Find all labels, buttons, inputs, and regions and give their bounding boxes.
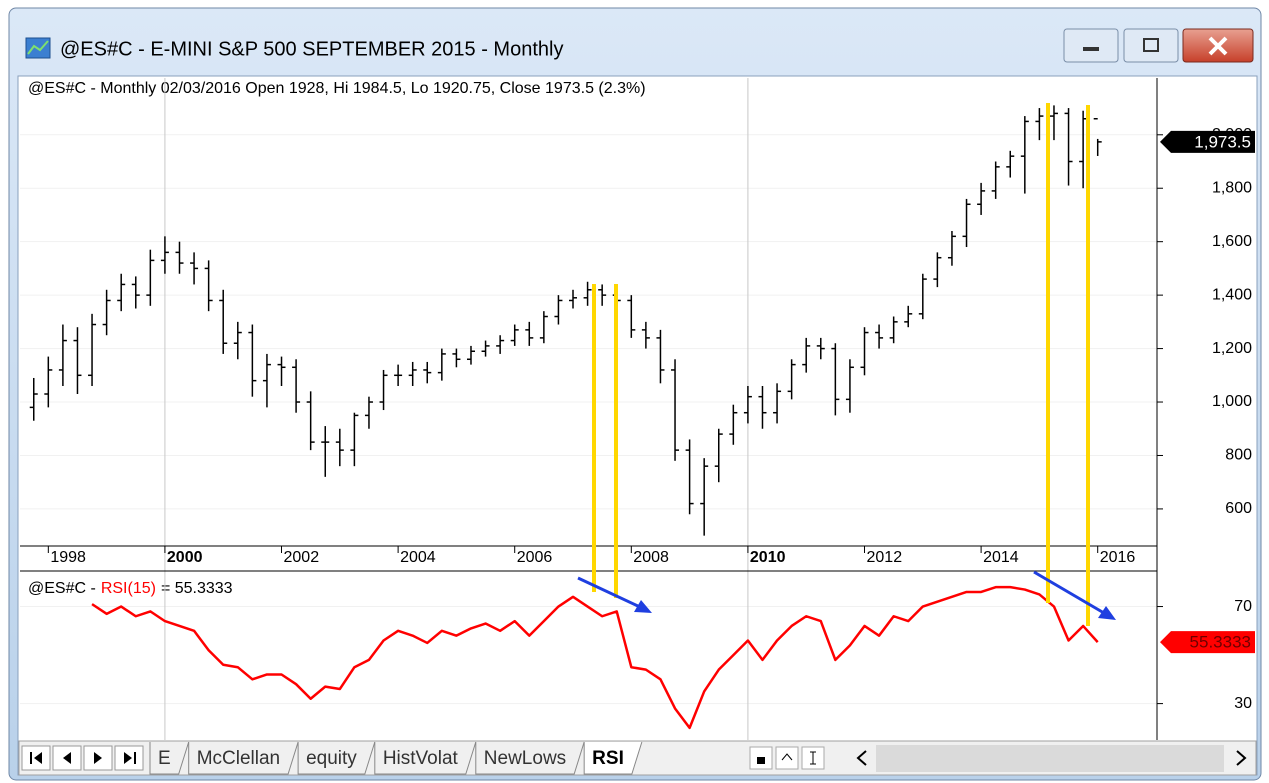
rsi-title-prefix: @ES#C - bbox=[28, 580, 96, 597]
nav-next[interactable] bbox=[83, 745, 113, 771]
x-tick-label: 2000 bbox=[167, 549, 203, 566]
arrow bbox=[1033, 570, 1105, 615]
x-tick-label: 1998 bbox=[50, 549, 86, 566]
last-value-label: 1,973.5 bbox=[1194, 132, 1251, 151]
tab-label: HistVolat bbox=[383, 748, 459, 769]
last-value-label: 55.3333 bbox=[1190, 633, 1251, 652]
nav-last[interactable] bbox=[114, 745, 144, 771]
y-tick-label: 1,000 bbox=[1212, 393, 1252, 410]
y-tick-label: 1,400 bbox=[1212, 286, 1252, 303]
tab-label: E bbox=[158, 748, 171, 769]
minimize-button[interactable] bbox=[1063, 28, 1119, 63]
y-tick-label: 1,600 bbox=[1212, 233, 1252, 250]
close-button[interactable] bbox=[1182, 28, 1254, 63]
annotations bbox=[577, 103, 1116, 626]
tab-shape bbox=[374, 741, 477, 775]
last-value-marker bbox=[1160, 631, 1255, 654]
tab-shape bbox=[149, 741, 190, 775]
tab-label: NewLows bbox=[484, 748, 566, 769]
arrow-head bbox=[1098, 606, 1116, 620]
tab[interactable]: McClellan bbox=[188, 741, 299, 775]
chart-header: @ES#C - Monthly 02/03/2016 Open 1928, Hi… bbox=[28, 80, 646, 97]
tab-label: equity bbox=[306, 748, 357, 769]
tool-icons[interactable] bbox=[749, 746, 867, 770]
tab[interactable]: equity bbox=[297, 741, 376, 775]
rsi-line bbox=[91, 585, 1099, 730]
tab[interactable]: RSI bbox=[583, 741, 643, 775]
arrow bbox=[577, 576, 641, 609]
tab-shape bbox=[475, 741, 585, 775]
tab-shape bbox=[583, 741, 643, 775]
x-tick-label: 2010 bbox=[750, 549, 786, 566]
rsi-title-suffix: = 55.3333 bbox=[161, 580, 233, 597]
rsi-title-name: RSI(15) bbox=[101, 580, 156, 597]
scrollbar-thumb[interactable] bbox=[876, 745, 1224, 772]
tab-label: McClellan bbox=[197, 748, 280, 769]
window-title: @ES#C - E-MINI S&P 500 SEPTEMBER 2015 - … bbox=[60, 38, 563, 60]
x-tick-label: 2004 bbox=[400, 549, 436, 566]
tab-shape bbox=[188, 741, 299, 775]
y-tick-label: 70 bbox=[1234, 598, 1252, 615]
y-tick-label: 30 bbox=[1234, 695, 1252, 712]
tab-bar: E McClellan equity HistVolat NewLows RSI bbox=[18, 740, 1257, 776]
y-tick-label: 600 bbox=[1225, 500, 1252, 517]
x-tick-label: 2008 bbox=[633, 549, 669, 566]
nav-prev[interactable] bbox=[52, 745, 82, 771]
scroll-right[interactable] bbox=[1236, 750, 1247, 766]
plot-area: 6008001,0001,2001,4001,6001,8002,0003070… bbox=[20, 78, 1255, 740]
tab-shape bbox=[297, 741, 376, 775]
app-icon bbox=[25, 37, 51, 59]
tab-label: RSI bbox=[592, 748, 624, 769]
y-tick-label: 1,200 bbox=[1212, 340, 1252, 357]
x-tick-label: 2002 bbox=[284, 549, 320, 566]
tab[interactable]: E bbox=[149, 741, 190, 775]
x-tick-label: 2016 bbox=[1100, 549, 1136, 566]
x-tick-label: 2006 bbox=[517, 549, 553, 566]
y-tick-label: 1,800 bbox=[1212, 179, 1252, 196]
arrow-head bbox=[634, 600, 652, 613]
tabs: E McClellan equity HistVolat NewLows RSI bbox=[149, 741, 643, 775]
maximize-button[interactable] bbox=[1123, 28, 1179, 63]
x-tick-label: 2012 bbox=[867, 549, 903, 566]
x-tick-label: 2014 bbox=[983, 549, 1019, 566]
rsi-title: @ES#C - RSI(15) = 55.3333 bbox=[28, 580, 233, 597]
y-tick-label: 800 bbox=[1225, 447, 1252, 464]
last-value-marker bbox=[1160, 130, 1255, 153]
nav-first[interactable] bbox=[21, 745, 51, 771]
tab[interactable]: HistVolat bbox=[374, 741, 477, 775]
client-area bbox=[17, 75, 1258, 776]
tab[interactable]: NewLows bbox=[475, 741, 585, 775]
